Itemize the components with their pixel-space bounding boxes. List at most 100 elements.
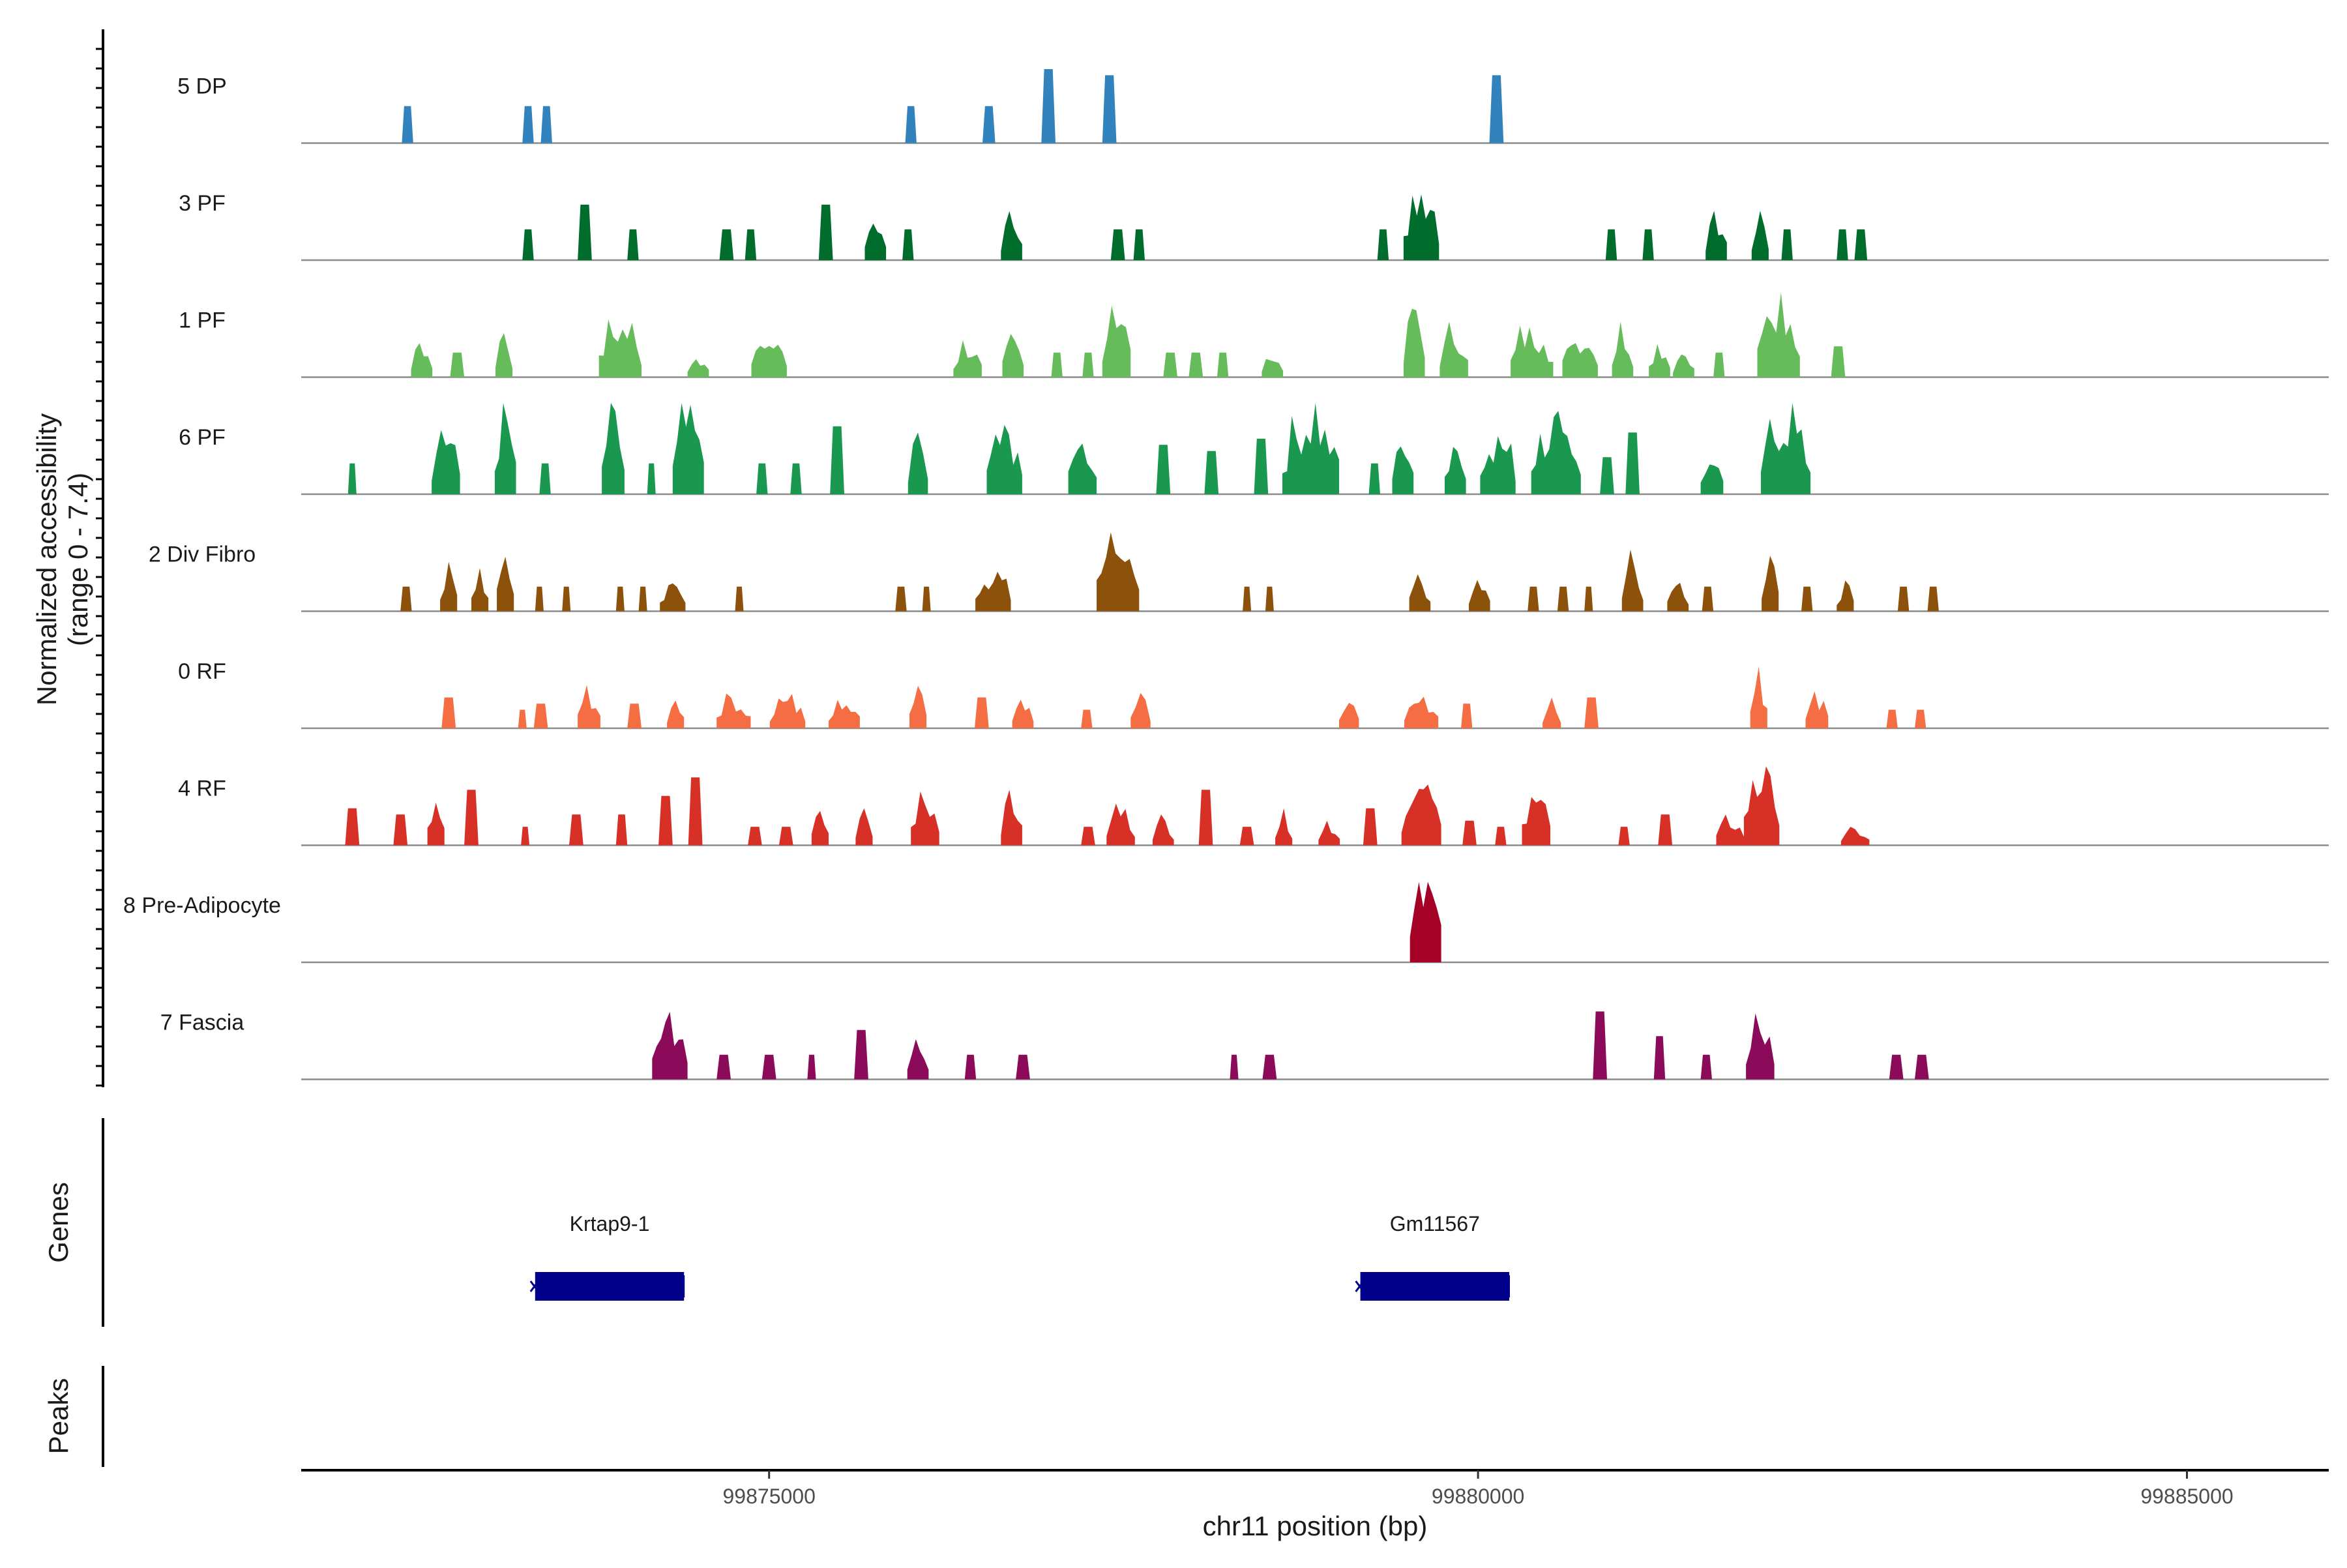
coverage-peak — [1243, 586, 1252, 612]
coverage-peak — [1001, 790, 1022, 846]
coverage-peak — [1188, 352, 1203, 377]
coverage-peak — [1461, 703, 1473, 728]
coverage-peak — [1339, 703, 1359, 728]
gene-annotations: Krtap9-1 Gm11567 — [529, 1212, 1510, 1301]
coverage-peak — [393, 814, 408, 846]
track-5-dp: 5 DP — [177, 69, 2329, 144]
coverage-peak — [986, 424, 1022, 494]
coverage-peak — [578, 204, 592, 260]
x-tick-label: 99880000 — [1432, 1485, 1524, 1508]
coverage-peak — [1081, 709, 1093, 728]
coverage-peak — [1469, 580, 1490, 612]
coverage-peak — [807, 1054, 816, 1080]
coverage-peak — [1262, 359, 1284, 377]
coverage-peak — [1761, 403, 1811, 494]
coverage-peak — [1531, 411, 1581, 494]
coverage-peak — [427, 803, 445, 846]
coverage-peak — [1705, 211, 1727, 260]
coverage-peak — [1409, 574, 1431, 612]
coverage-peak — [1605, 229, 1617, 260]
coverage-peak — [975, 571, 1011, 612]
coverage-peak — [1445, 447, 1466, 494]
coverage-peak — [1625, 432, 1640, 494]
coverage-peak — [533, 703, 548, 728]
coverage-peak — [1403, 194, 1439, 260]
coverage-peak — [1593, 1011, 1607, 1080]
coverage-peak — [1746, 1013, 1775, 1080]
coverage-peak — [1612, 321, 1634, 377]
coverage-peak — [1600, 457, 1614, 494]
coverage-peak — [964, 1054, 977, 1080]
coverage-peak — [748, 827, 762, 846]
coverage-peak — [494, 403, 516, 494]
coverage-peak — [660, 583, 686, 612]
gene-body — [535, 1272, 685, 1301]
coverage-peak — [1889, 1054, 1904, 1080]
coverage-peak — [1854, 229, 1868, 260]
coverage-peak — [908, 432, 928, 494]
coverage-peak — [854, 1029, 868, 1080]
gene-body — [1360, 1272, 1509, 1301]
coverage-peak — [521, 827, 530, 846]
coverage-peak — [1649, 344, 1670, 377]
coverage-peak — [864, 223, 887, 260]
coverage-peak — [432, 430, 460, 494]
track-1-pf: 1 PF — [179, 292, 2329, 378]
coverage-peak — [1781, 229, 1793, 260]
coverage-peak — [598, 319, 642, 377]
track-label: 5 DP — [177, 74, 227, 99]
coverage-peak — [1805, 691, 1829, 728]
coverage-peak — [1163, 352, 1177, 377]
coverage-peak — [497, 556, 514, 612]
gene-strand-mark — [1355, 1280, 1365, 1292]
coverage-peak — [652, 1011, 688, 1080]
coverage-peak — [829, 700, 860, 728]
coverage-peak — [1363, 808, 1378, 846]
coverage-peak — [719, 229, 734, 260]
coverage-peak — [1204, 451, 1219, 494]
coverage-peak — [411, 343, 433, 377]
coverage-peak — [1318, 820, 1340, 846]
coverage-peak — [1097, 532, 1140, 612]
coverage-peak — [1102, 306, 1131, 377]
gene-label: Krtap9-1 — [570, 1212, 650, 1235]
coverage-peak — [1262, 1054, 1277, 1080]
coverage-peak — [441, 697, 456, 728]
coverage-peak — [1543, 697, 1561, 728]
coverage-peak — [761, 1054, 776, 1080]
track-3-pf: 3 PF — [179, 191, 2329, 261]
coverage-peak — [1495, 827, 1507, 846]
coverage-peak — [1480, 436, 1516, 494]
coverage-peak — [953, 340, 982, 377]
track-label: 3 PF — [179, 191, 226, 216]
coverage-peak — [830, 426, 844, 494]
coverage-peak — [982, 106, 996, 143]
coverage-peak — [1265, 586, 1274, 612]
coverage-peak — [615, 814, 628, 846]
coverage-peak — [1102, 75, 1117, 143]
coverage-peak — [1002, 334, 1024, 377]
coverage-peak — [1068, 443, 1097, 494]
coverage-peak — [1081, 827, 1095, 846]
coverage-peak — [1051, 352, 1063, 377]
coverage-peak — [1106, 803, 1135, 846]
genes-panel-title: Genes — [43, 1182, 74, 1263]
coverage-peak — [1700, 464, 1724, 494]
coverage-peak — [1041, 69, 1055, 143]
coverage-peak — [1275, 808, 1293, 846]
coverage-peak — [535, 586, 544, 612]
coverage-peak — [400, 586, 412, 612]
gene-strand-mark — [529, 1280, 539, 1292]
coverage-peak — [658, 795, 673, 846]
coverage-peak — [638, 586, 647, 612]
x-tick-label: 99885000 — [2140, 1485, 2233, 1508]
coverage-peak — [1153, 814, 1174, 846]
coverage-peak — [975, 697, 989, 728]
coverage-peak — [522, 229, 534, 260]
coverage-peak — [1915, 1054, 1929, 1080]
track-label: 6 PF — [179, 425, 226, 450]
coverage-peak — [347, 463, 357, 494]
coverage-peak — [1653, 1036, 1666, 1080]
coverage-peak — [1915, 709, 1926, 728]
